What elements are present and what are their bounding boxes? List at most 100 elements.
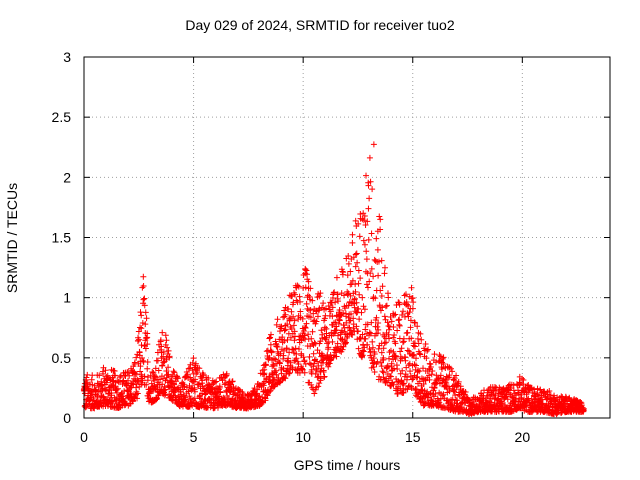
data-point [327,308,334,315]
data-point [352,217,359,224]
data-point [106,386,113,393]
data-point [321,315,328,322]
data-point [402,371,409,378]
data-point [262,362,269,369]
data-point [385,377,392,384]
data-point [345,302,352,309]
data-point [199,377,206,384]
data-point [394,366,401,373]
data-point [283,346,290,353]
data-point [167,383,174,390]
data-point [452,392,459,399]
data-point [537,386,544,393]
data-point [355,328,362,335]
data-point [397,385,404,392]
data-point [137,368,144,375]
data-point [94,380,101,387]
data-point [374,358,381,365]
data-point [353,323,360,330]
data-point [349,231,356,238]
data-point [546,388,553,395]
data-point [278,323,285,330]
data-point [144,374,151,381]
data-point [380,369,387,376]
data-point [376,213,383,220]
data-point [267,387,274,394]
data-point [379,304,386,311]
data-point [256,393,263,400]
data-point [155,392,162,399]
data-point [361,212,368,219]
data-point [520,376,527,383]
data-point [400,308,407,315]
data-point [343,319,350,326]
data-point [306,293,313,300]
data-point [369,344,376,351]
data-point [291,317,298,324]
data-point [427,361,434,368]
data-point [411,361,418,368]
data-point [267,341,274,348]
data-point [318,327,325,334]
data-point [374,323,381,330]
data-point [163,374,170,381]
data-point [163,367,170,374]
data-point [304,271,311,278]
data-point [377,307,384,314]
data-point [291,328,298,335]
data-point [112,397,119,404]
data-point [364,218,371,225]
data-point [352,281,359,288]
data-point [413,362,420,369]
x-tick-label: 5 [190,429,198,445]
data-point [120,395,127,402]
data-point [390,365,397,372]
data-point [154,357,161,364]
data-point [317,338,324,345]
data-point [425,346,432,353]
data-point [310,310,317,317]
data-point [361,344,368,351]
data-point [279,334,286,341]
data-point [332,319,339,326]
data-point [144,334,151,341]
data-point [135,336,142,343]
data-point [400,386,407,393]
data-point [359,294,366,301]
data-point [303,320,310,327]
data-point [142,321,149,328]
data-point [388,318,395,325]
x-tick-label: 10 [295,429,311,445]
data-point [303,267,310,274]
data-point [436,375,443,382]
data-point [364,284,371,291]
data-point [383,302,390,309]
data-point [137,324,144,331]
data-point [551,392,558,399]
data-point [351,304,358,311]
data-point [361,241,368,248]
data-point [406,309,413,316]
data-point [418,375,425,382]
data-point [140,282,147,289]
data-point [339,346,346,353]
data-point [96,372,103,379]
data-point [332,299,339,306]
data-point [367,178,374,185]
data-point [399,339,406,346]
data-point [366,346,373,353]
data-point [361,306,368,313]
data-point [356,316,363,323]
data-point [373,235,380,242]
data-point [307,285,314,292]
data-point [155,367,162,374]
data-point [409,376,416,383]
data-point [315,362,322,369]
data-point [141,295,148,302]
data-point [195,381,202,388]
y-axis-label: SRMTID / TECUs [4,182,20,294]
data-point [291,291,298,298]
data-point [158,343,165,350]
data-point [457,383,464,390]
data-point [186,393,193,400]
